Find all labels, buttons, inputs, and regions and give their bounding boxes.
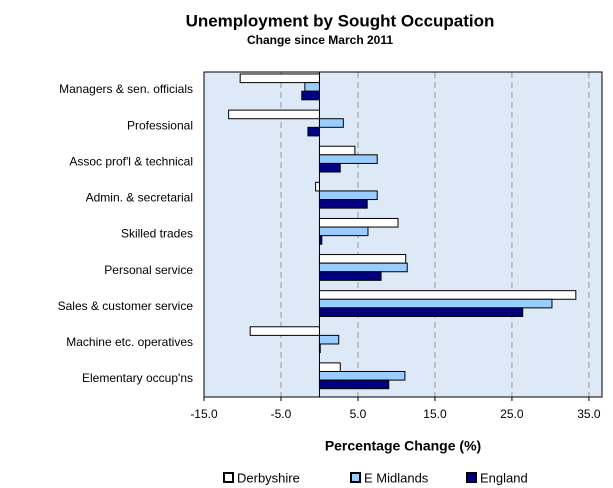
x-tick-label: 35.0 [577,407,601,421]
y-tick-label: Machine etc. operatives [66,335,193,349]
bar [318,290,577,300]
bar [318,226,369,237]
x-axis-title: Percentage Change (%) [325,438,481,454]
bar [318,162,341,173]
legend-label: E Midlands [364,470,429,485]
bar [315,181,320,192]
bar [318,217,399,228]
bar [318,271,382,281]
legend-swatch [350,472,361,483]
plot-area [204,72,602,397]
bar [301,90,320,101]
bar [318,118,344,128]
y-tick-label: Managers & sen. officials [59,82,193,96]
x-tick-label: 15.0 [423,407,447,421]
plot-border [203,71,603,398]
x-tick-label: -15.0 [190,407,218,421]
y-tick-label: Sales & customer service [58,299,194,313]
bar [318,298,553,309]
y-tick-label: Admin. & secretarial [86,191,193,205]
bar [228,109,320,120]
bar [318,334,340,345]
bar [318,199,368,209]
bar [318,154,378,164]
y-tick-label: Assoc prof'l & technical [69,154,193,168]
chart-subtitle: Change since March 2011 [247,33,393,47]
y-tick-label: Personal service [104,263,193,277]
legend-label: England [480,470,528,485]
legend-label: Derbyshire [237,470,300,485]
bar [304,82,320,92]
bar [249,326,320,336]
y-tick-label: Professional [127,118,193,132]
bar [307,126,320,137]
bar [318,307,524,317]
bar [318,145,356,156]
bar [239,73,320,84]
y-tick-label: Skilled trades [121,227,193,241]
bar [318,370,406,381]
bar [318,190,378,201]
bar [318,362,341,372]
chart-title: Unemployment by Sought Occupation [186,11,495,30]
x-tick-label: 5.0 [350,407,367,421]
bar [318,262,408,273]
y-tick-label: Elementary occup'ns [82,371,193,385]
legend-swatch [466,472,477,483]
bar [318,254,407,264]
legend-swatch [223,472,234,483]
x-tick-label: -5.0 [271,407,292,421]
x-tick-label: 25.0 [500,407,524,421]
bar [318,379,390,390]
